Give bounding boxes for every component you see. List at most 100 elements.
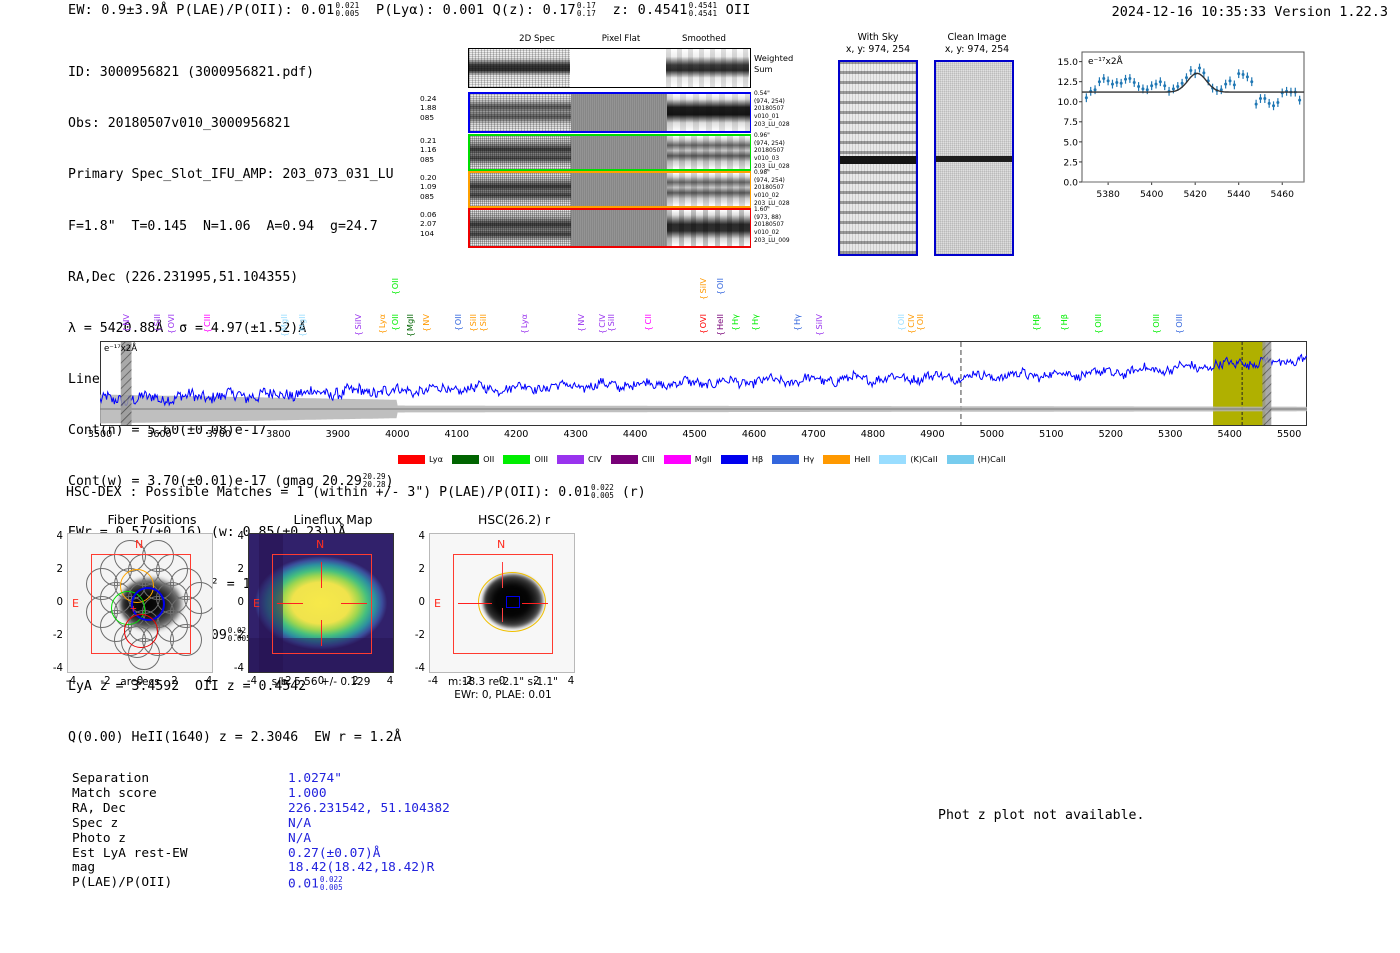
svg-text:5460: 5460 xyxy=(1271,189,1295,200)
emission-line-marker: Lyα{ xyxy=(377,314,387,334)
hsc-caption-2: EWr: 0, PLAE: 0.01 xyxy=(454,689,552,701)
qz-lo: 0.17 xyxy=(576,9,596,18)
header-summary-text-2: P(Lyα): 0.001 Q(z): 0.17 xyxy=(376,2,576,18)
emission-line-brace: { xyxy=(895,326,906,332)
panel-x-tick: -2 xyxy=(100,676,111,687)
emission-line-labels: NV{SiII{OVI{CIII{MgII{MgII{SiIV{Lyα{OII{… xyxy=(100,278,1307,341)
panel-x-tick: 2 xyxy=(533,676,540,687)
emission-line-label: OIII xyxy=(1173,314,1184,328)
lineflux-map-image xyxy=(248,533,394,673)
weighted-sum-label: Weighted Sum xyxy=(754,53,794,74)
zoom-plot-svg: 0.0 2.5 5.0 7.5 10.0 12.5 15.0 5380 5400 5420 544… xyxy=(1058,51,1305,200)
spectrum-x-tick: 4900 xyxy=(920,429,945,440)
emission-line-marker: SiII{ xyxy=(478,314,488,332)
emission-line-label: OIII xyxy=(1093,314,1104,328)
panel-x-tick: -2 xyxy=(281,676,292,687)
match-table-key: Spec z xyxy=(72,815,119,831)
svg-text:0.0: 0.0 xyxy=(1063,177,1078,188)
emission-line-marker: OII{ xyxy=(915,314,925,331)
emission-line-marker: OIII{ xyxy=(1151,314,1161,334)
emission-line-brace: { xyxy=(376,329,387,334)
emission-line-brace: { xyxy=(279,332,290,338)
emission-line-label: SiIV xyxy=(353,314,364,330)
emission-line-label: Hβ xyxy=(1030,314,1041,326)
emission-line-brace: { xyxy=(519,329,530,334)
emission-line-brace: { xyxy=(1173,328,1184,334)
emission-line-label: SiIV xyxy=(813,314,824,330)
match-table-value: 1.0274" xyxy=(288,771,342,786)
legend-swatch xyxy=(946,454,974,464)
spectrum-x-tick: 3800 xyxy=(266,429,291,440)
emission-line-brace: { xyxy=(477,327,488,333)
emission-line-marker: NV{ xyxy=(421,314,431,332)
fiber-red-box xyxy=(91,554,191,654)
emission-line-brace: { xyxy=(1093,328,1104,334)
emission-line-marker: OII{ xyxy=(390,278,400,295)
spec2d-row-stats: 0.20 1.09 085 xyxy=(420,173,437,201)
panel-x-tick: 4 xyxy=(205,676,213,687)
emission-line-brace: { xyxy=(353,330,364,336)
plae-lo: 0.005 xyxy=(335,9,360,18)
emission-line-label: Hγ xyxy=(792,314,803,326)
emission-line-marker: OII{ xyxy=(390,314,400,331)
legend-swatch xyxy=(452,454,480,464)
emission-line-label: NV xyxy=(421,314,432,326)
emission-line-label: OII xyxy=(390,278,401,290)
z-fraction: 0.4541 0.4541 xyxy=(689,2,718,18)
match-plae-hi: 0.022 xyxy=(319,875,343,885)
emission-line-brace: { xyxy=(1150,328,1161,334)
emission-line-brace: { xyxy=(714,290,725,296)
emission-line-label: SiII xyxy=(152,314,163,327)
emission-line-brace: { xyxy=(729,326,740,331)
legend-label: CIII xyxy=(641,454,655,464)
spectrum-x-tick: 4600 xyxy=(741,429,767,440)
emission-line-label: Lyα xyxy=(376,314,387,329)
spec2d-row xyxy=(468,171,751,208)
panel-y-tick: 0 xyxy=(418,597,425,608)
emission-line-marker: NV{ xyxy=(576,314,586,332)
emission-line-label: Lyα xyxy=(519,314,530,329)
emission-line-brace: { xyxy=(165,329,176,335)
zoom-line-profile-plot: 0.0 2.5 5.0 7.5 10.0 12.5 15.0 5380 5400 5420 544… xyxy=(1040,48,1308,212)
match-table-value: 0.01 0.022 0.005 xyxy=(288,875,343,893)
info-line-7: Cont(n) = 5.60(±0.08)e-17 xyxy=(68,423,267,439)
emission-line-marker: HeII{ xyxy=(715,314,725,336)
lineflux-north-label: N xyxy=(316,538,325,551)
panel-y-tick: 2 xyxy=(56,564,63,575)
emission-line-brace: { xyxy=(404,332,415,338)
zoom-plot-fit-curve xyxy=(1082,72,1304,93)
legend-item: CIII xyxy=(610,454,655,464)
legend-item: OII xyxy=(452,454,494,464)
match-table-key: mag xyxy=(72,860,96,876)
spectrum-x-tick: 4500 xyxy=(682,429,707,440)
panel-x-tick: 0 xyxy=(136,676,144,687)
hsc-north-label: N xyxy=(497,538,506,551)
panel-x-tick: 4 xyxy=(567,676,575,687)
gmag-hi: 20.29 xyxy=(362,472,386,482)
emission-line-marker: Hγ{ xyxy=(730,314,740,331)
emission-line-label: Hβ xyxy=(1059,314,1070,326)
plae-fraction: 0.021 0.005 xyxy=(336,2,360,18)
spec2d-row-meta: 0.98" (974, 254) 20180507 v010_02 203_LU… xyxy=(754,170,790,207)
emission-line-label: SiII xyxy=(606,314,617,327)
emission-line-label: CII xyxy=(643,314,653,325)
legend-item: MgII xyxy=(663,454,712,464)
legend-swatch xyxy=(879,454,907,464)
info-line-4: RA,Dec (226.231995,51.104355) xyxy=(68,269,299,285)
hsc-image-cutout xyxy=(429,533,575,673)
info-line-2: Primary Spec_Slot_IFU_AMP: 203_073_031_L… xyxy=(68,167,394,183)
panel-y-tick: -4 xyxy=(233,663,244,674)
clean-image-cutout xyxy=(934,60,1014,256)
emission-line-marker: Lyα{ xyxy=(519,314,529,334)
spectrum-x-tick: 5500 xyxy=(1276,429,1302,440)
hsc-east-label: E xyxy=(434,597,441,610)
panel-x-tick: -2 xyxy=(462,676,473,687)
info-plae-fraction: 0.02 0.005 xyxy=(227,625,251,643)
zoom-plot-data-points xyxy=(1084,63,1302,111)
svg-text:5440: 5440 xyxy=(1227,189,1251,200)
info-line-5: λ = 5420.88Å σ = 4.97(±1.52)Å xyxy=(68,320,307,336)
info-plae-hi: 0.02 xyxy=(227,625,247,635)
info-line-0: ID: 3000956821 (3000956821.pdf) xyxy=(68,65,315,81)
emission-line-brace: { xyxy=(643,325,653,331)
hsc-plae-fraction: 0.022 0.005 xyxy=(591,484,614,500)
